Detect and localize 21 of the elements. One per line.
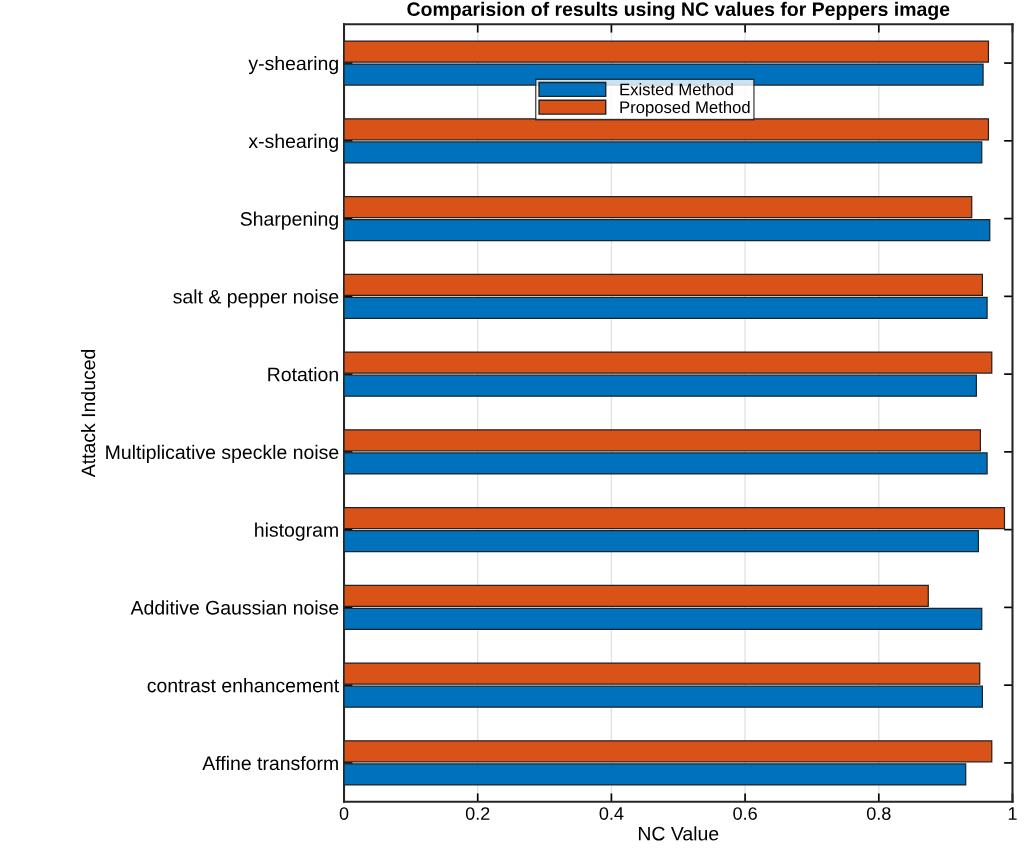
- y-tick-label: Sharpening: [240, 211, 338, 230]
- y-tick-label: salt & pepper noise: [173, 289, 339, 308]
- chart-title: Comparision of results using NC values for Peppers image: [407, 1, 950, 20]
- y-tick-label: Additive Gaussian noise: [130, 600, 339, 615]
- y-tick-label: histogram: [255, 522, 338, 541]
- y-tick-label: Multiplicative speckle noise: [106, 444, 339, 463]
- x-tick-label: 0.6: [733, 807, 757, 820]
- y-tick-label: Rotation: [268, 367, 338, 382]
- x-tick-label: 0.4: [599, 807, 624, 820]
- legend-label: Proposed Method: [620, 100, 750, 117]
- y-tick-label: x-shearing: [248, 133, 338, 152]
- x-tick-label: 0: [339, 807, 349, 820]
- y-tick-label: y-shearing: [248, 56, 338, 75]
- x-tick-label: 0.8: [866, 807, 891, 820]
- x-tick-label: 0.2: [465, 807, 490, 820]
- x-axis-title: NC Value: [638, 826, 719, 841]
- x-tick-label: 1: [1008, 807, 1017, 820]
- y-tick-label: Affine transform: [202, 755, 338, 771]
- legend-label: Existed Method: [620, 83, 733, 96]
- y-axis-title: Attack Induced: [80, 349, 96, 478]
- y-tick-label: contrast enhancement: [147, 678, 340, 693]
